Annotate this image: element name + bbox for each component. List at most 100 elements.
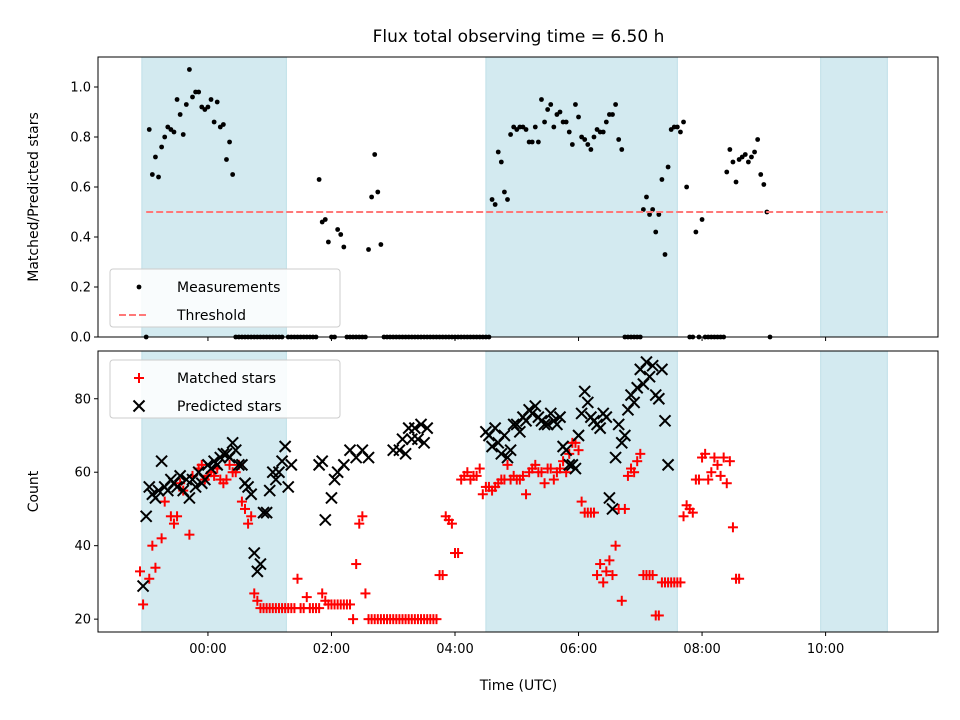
count-point: [513, 425, 527, 439]
count-point: [431, 614, 442, 625]
count-shaded-interval-1: [485, 350, 678, 633]
ratio-point: [369, 194, 375, 200]
count-point: [328, 473, 341, 486]
count-legend-label: Matched stars: [177, 371, 276, 387]
count-point: [314, 603, 325, 614]
count-point: [172, 511, 183, 522]
count-point: [159, 496, 170, 507]
count-point: [539, 478, 550, 489]
count-axes-frame: [97, 350, 939, 633]
count-point: [446, 518, 457, 529]
count-point: [337, 458, 351, 472]
ratio-legend-label: Threshold: [176, 308, 246, 324]
count-point: [325, 491, 338, 505]
count-point: [627, 396, 641, 409]
ratio-legend: Measurements Threshold: [109, 268, 341, 328]
count-point: [675, 577, 686, 588]
count-legend: Matched stars Predicted stars: [109, 359, 341, 419]
ratio-point: [230, 172, 236, 177]
ratio-point: [749, 154, 754, 160]
ratio-point: [190, 94, 195, 100]
ratio-point: [174, 97, 180, 102]
ratio-point: [619, 147, 625, 152]
x-tick-label: 04:00: [436, 642, 473, 657]
count-point: [498, 429, 511, 442]
count-point: [348, 614, 359, 625]
count-point: [411, 432, 425, 446]
count-point: [536, 467, 547, 478]
count-point: [396, 432, 409, 446]
ratio-point: [644, 194, 649, 200]
count-point: [640, 355, 653, 369]
ratio-point: [576, 114, 581, 120]
ratio-point: [603, 119, 609, 125]
count-point: [718, 452, 729, 463]
count-point: [135, 566, 145, 577]
count-point: [285, 458, 298, 472]
count-point: [414, 418, 428, 431]
count-point: [555, 463, 565, 474]
count-point: [351, 559, 362, 570]
count-point: [588, 507, 599, 518]
count-point: [136, 579, 150, 593]
ratio-point: [335, 227, 341, 232]
x-tick-label: 08:00: [683, 642, 720, 657]
count-point: [724, 456, 735, 467]
count-point: [257, 506, 270, 519]
ratio-point: [149, 172, 155, 177]
count-point: [282, 480, 295, 494]
count-point: [144, 573, 155, 584]
ratio-point: [678, 129, 683, 135]
ratio-point: [745, 159, 751, 165]
count-point: [548, 474, 559, 485]
ratio-point: [569, 142, 575, 147]
count-point: [517, 470, 528, 481]
ratio-point: [724, 169, 730, 175]
ratio-point: [224, 157, 229, 162]
count-point: [408, 421, 422, 435]
ratio-point: [508, 132, 513, 137]
count-point: [646, 359, 659, 372]
count-point: [224, 459, 235, 470]
ratio-point: [659, 177, 665, 182]
count-point: [229, 443, 242, 457]
count-point: [661, 458, 675, 472]
ratio-y-tick-label: 0.4: [70, 231, 91, 246]
ratio-point: [684, 184, 690, 190]
count-point: [563, 458, 576, 472]
ratio-y-tick-label: 0.2: [70, 281, 91, 296]
x-tick-label: 10:00: [807, 642, 844, 657]
ratio-point: [183, 102, 189, 107]
count-point: [249, 588, 260, 599]
ratio-point: [498, 159, 504, 165]
count-point: [474, 463, 485, 474]
count-point: [600, 410, 613, 424]
count-point: [236, 496, 247, 507]
count-point: [541, 418, 554, 431]
count-point: [521, 489, 532, 500]
ratio-y-tick-label: 0.0: [70, 331, 91, 346]
ratio-point: [557, 109, 563, 115]
ratio-point: [588, 147, 594, 152]
count-point: [495, 447, 508, 461]
count-point: [252, 595, 263, 606]
count-point: [173, 469, 187, 483]
count-point: [241, 480, 255, 494]
count-point: [576, 496, 587, 507]
count-point: [603, 491, 616, 505]
ratio-point: [563, 119, 569, 125]
ratio-point: [322, 217, 328, 222]
ratio-legend-label: Measurements: [177, 280, 280, 296]
ratio-point: [616, 137, 622, 142]
count-legend-label: Predicted stars: [177, 399, 282, 415]
count-point: [693, 474, 704, 485]
count-point: [260, 506, 273, 519]
ratio-point: [681, 119, 686, 125]
count-point: [606, 502, 619, 516]
count-point: [635, 448, 646, 459]
ratio-point: [205, 104, 211, 110]
count-point: [622, 470, 633, 481]
count-point: [703, 474, 714, 485]
